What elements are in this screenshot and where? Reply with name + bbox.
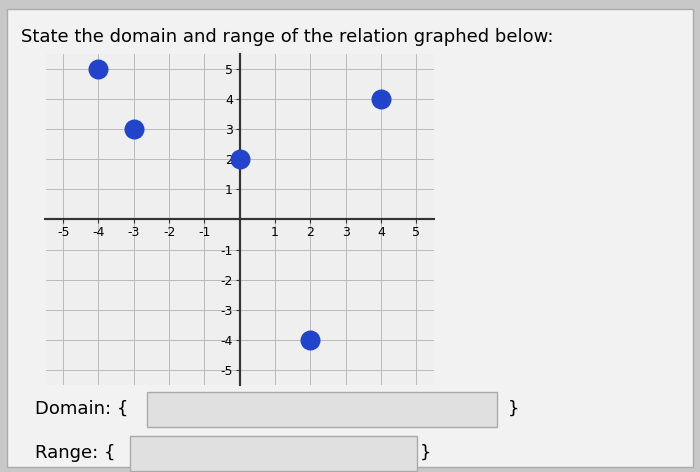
Text: Range: {: Range: { <box>35 444 116 462</box>
Text: }: } <box>420 444 431 462</box>
FancyBboxPatch shape <box>147 392 497 427</box>
FancyBboxPatch shape <box>130 436 416 471</box>
Point <box>93 66 104 73</box>
Point <box>234 156 246 163</box>
Point <box>128 126 139 133</box>
Text: Domain: {: Domain: { <box>35 399 128 417</box>
FancyBboxPatch shape <box>7 9 693 467</box>
Text: }: } <box>508 399 519 417</box>
Text: State the domain and range of the relation graphed below:: State the domain and range of the relati… <box>21 28 554 46</box>
Point <box>375 95 386 103</box>
Point <box>304 336 316 344</box>
